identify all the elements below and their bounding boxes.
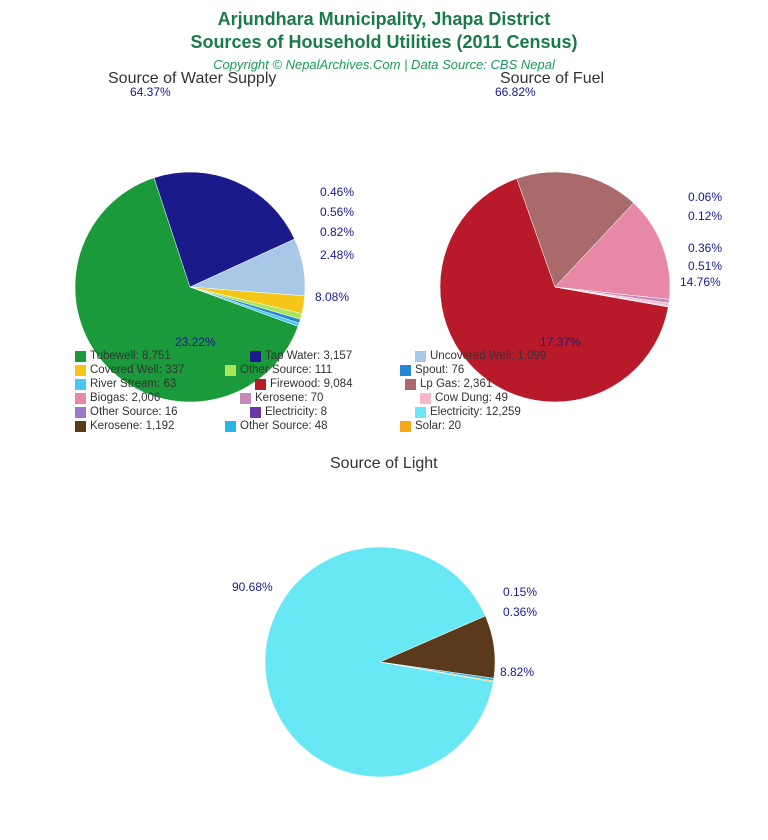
pct-label: 8.08% [315,290,349,304]
pct-label: 0.51% [688,259,722,273]
pct-label: 23.22% [175,335,216,349]
pct-label: 90.68% [232,580,273,594]
pct-label: 0.46% [320,185,354,199]
legend-text: Kerosene: 1,192 [90,420,174,432]
title-line2: Sources of Household Utilities (2011 Cen… [190,32,577,52]
legend-item: Covered Well: 337 [75,364,215,376]
legend-text: Spout: 76 [415,364,464,376]
legend-swatch [75,407,86,418]
legend-item: Kerosene: 1,192 [75,420,215,432]
legend-item: Electricity: 12,259 [415,406,585,418]
legend-item: Electricity: 8 [250,406,405,418]
pct-label: 14.76% [680,275,721,289]
legend-text: Uncovered Well: 1,099 [430,350,546,362]
legend-text: Kerosene: 70 [255,392,323,404]
legend-item: Other Source: 48 [225,420,390,432]
legend-swatch [400,421,411,432]
legend-text: Other Source: 111 [240,364,332,376]
legend-swatch [75,379,86,390]
legend-swatch [415,351,426,362]
legend-swatch [250,351,261,362]
legend-item: Other Source: 111 [225,364,390,376]
legend-text: Other Source: 16 [90,406,178,418]
legend-text: Solar: 20 [415,420,461,432]
pct-label: 0.36% [688,241,722,255]
legend-text: Covered Well: 337 [90,364,184,376]
legend-swatch [240,393,251,404]
legend-swatch [75,351,86,362]
legend-swatch [75,393,86,404]
infographic-container: Arjundhara Municipality, Jhapa District … [0,0,768,768]
legend-swatch [420,393,431,404]
pct-label: 0.82% [320,225,354,239]
legend-swatch [225,421,236,432]
legend-swatch [400,365,411,376]
legend-text: Other Source: 48 [240,420,328,432]
legend-item: Solar: 20 [400,420,555,432]
legend-text: Cow Dung: 49 [435,392,508,404]
legend-text: Electricity: 8 [265,406,327,418]
pct-label: 0.12% [688,209,722,223]
combined-legend: Tubewell: 8,751 Tap Water: 3,157 Uncovered… [75,350,705,434]
pct-label: 2.48% [320,248,354,262]
legend-swatch [75,421,86,432]
legend-text: Tubewell: 8,751 [90,350,171,362]
legend-text: Tap Water: 3,157 [265,350,352,362]
legend-item: Kerosene: 70 [240,392,410,404]
legend-text: Firewood: 9,084 [270,378,352,390]
legend-item: Uncovered Well: 1,099 [415,350,585,362]
legend-item: Spout: 76 [400,364,555,376]
legend-item: Firewood: 9,084 [255,378,395,390]
legend-swatch [75,365,86,376]
legend-item: Tubewell: 8,751 [75,350,240,362]
pct-label: 0.06% [688,190,722,204]
pct-label: 8.82% [500,665,534,679]
legend-swatch [255,379,266,390]
legend-item: River Stream: 63 [75,378,245,390]
pct-label: 0.15% [503,585,537,599]
title-line1: Arjundhara Municipality, Jhapa District [218,9,551,29]
main-title: Arjundhara Municipality, Jhapa District … [0,0,768,55]
legend-swatch [415,407,426,418]
pct-label: 17.37% [540,335,581,349]
pie-charts-svg [0,72,768,840]
pct-label: 0.36% [503,605,537,619]
pct-label: 64.37% [130,85,171,99]
pct-label: 66.82% [495,85,536,99]
legend-item: Other Source: 16 [75,406,240,418]
legend-item: Biogas: 2,006 [75,392,230,404]
legend-item: Cow Dung: 49 [420,392,560,404]
legend-swatch [405,379,416,390]
legend-item: Tap Water: 3,157 [250,350,405,362]
legend-text: Electricity: 12,259 [430,406,521,418]
legend-item: Lp Gas: 2,361 [405,378,570,390]
legend-text: River Stream: 63 [90,378,176,390]
pct-label: 0.56% [320,205,354,219]
legend-swatch [250,407,261,418]
legend-text: Lp Gas: 2,361 [420,378,492,390]
legend-swatch [225,365,236,376]
legend-text: Biogas: 2,006 [90,392,160,404]
